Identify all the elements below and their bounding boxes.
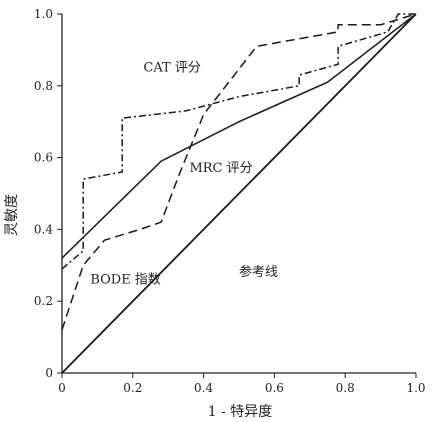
series-label: CAT 评分: [143, 60, 200, 75]
y-tick-label: 0.6: [34, 151, 53, 165]
x-axis-title: 1 - 特异度: [208, 404, 273, 420]
series-label: BODE 指数: [90, 272, 161, 287]
y-tick-label: 0.8: [34, 79, 53, 93]
y-axis-title: 灵敏度: [4, 194, 20, 236]
y-tick-label: 1.0: [34, 7, 53, 21]
x-tick-label: 0.4: [194, 381, 213, 395]
y-tick-label: 0.2: [34, 294, 53, 308]
series-layer: [61, 13, 417, 374]
axes: 0 0.2 0.4 0.6 0.8 1.0 0 0.2 0.4 0.6 0.8 1.0: [34, 7, 426, 395]
x-tick-label: 0.6: [265, 381, 284, 395]
series-labels: CAT 评分 MRC 评分 BODE 指数 参考线: [90, 60, 278, 287]
series-label: MRC 评分: [189, 161, 252, 176]
x-tick-label: 1.0: [406, 381, 425, 395]
x-tick-label: 0.2: [123, 381, 142, 395]
y-tick-label: 0.4: [34, 222, 53, 236]
series-label: 参考线: [239, 264, 278, 280]
series-line-0: [61, 13, 416, 270]
y-tick-label: 0: [45, 366, 53, 380]
series-line-3: [61, 13, 417, 374]
series-line-2: [61, 13, 417, 331]
x-tick-label: 0: [58, 381, 66, 395]
x-tick-label: 0.8: [336, 381, 355, 395]
series-line-1: [61, 13, 417, 259]
